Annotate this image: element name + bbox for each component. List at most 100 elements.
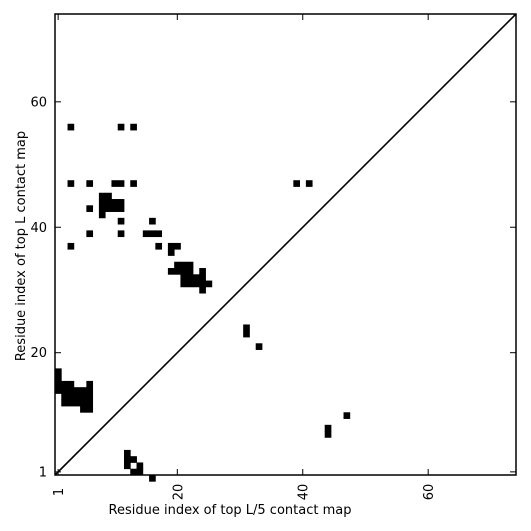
contact-cell <box>55 368 62 376</box>
contact-cell <box>67 387 75 394</box>
contact-cell <box>55 380 62 388</box>
contact-cell <box>343 412 351 419</box>
contact-cell <box>174 261 181 269</box>
contact-cell <box>149 475 156 482</box>
x-tick-label: 40 <box>297 484 312 501</box>
contact-cell <box>199 286 206 294</box>
y-tick-label: 1 <box>39 465 47 480</box>
contact-cell <box>123 449 131 457</box>
contact-cell <box>130 123 137 131</box>
contact-cell <box>180 261 188 269</box>
contact-cell <box>73 393 81 401</box>
contact-cell <box>167 249 175 256</box>
contact-cell <box>180 268 188 275</box>
contact-cell <box>67 393 75 401</box>
contact-cell <box>98 192 106 200</box>
contact-cell <box>61 387 68 394</box>
contact-cell <box>117 217 125 225</box>
contact-cell <box>186 268 194 275</box>
contact-cell <box>199 274 206 281</box>
x-tick-label: 60 <box>422 484 437 501</box>
contact-cell <box>174 268 181 275</box>
contact-cell <box>155 230 163 238</box>
contact-cell <box>186 274 194 281</box>
contact-cell <box>192 274 200 281</box>
contact-cell <box>67 180 75 187</box>
contact-cell <box>199 280 206 288</box>
y-tick-label: 20 <box>30 346 47 361</box>
diagonal-line <box>54 13 517 476</box>
x-tick-label: 1 <box>52 488 67 496</box>
contact-cell <box>243 330 250 338</box>
contact-cell <box>149 230 156 238</box>
contact-cell <box>98 205 106 212</box>
contact-cell <box>205 280 213 288</box>
x-tick-label: 20 <box>171 484 186 501</box>
contact-cell <box>180 280 188 288</box>
contact-cell <box>105 205 112 212</box>
contact-cell <box>86 230 94 238</box>
contact-cell <box>243 324 250 332</box>
contact-cell <box>130 180 137 187</box>
contact-cells <box>55 123 351 482</box>
contact-cell <box>142 230 150 238</box>
contact-cell <box>105 192 112 200</box>
contact-cell <box>117 230 125 238</box>
contact-cell <box>167 242 175 250</box>
contact-cell <box>55 387 62 394</box>
contact-cell <box>86 406 94 413</box>
contact-cell <box>255 343 263 350</box>
contact-cell <box>86 380 94 388</box>
contact-cell <box>186 261 194 269</box>
contact-cell <box>130 468 137 476</box>
contact-cell <box>86 205 94 212</box>
contact-cell <box>324 424 332 432</box>
contact-cell <box>186 280 194 288</box>
contact-cell <box>98 199 106 206</box>
contact-cell <box>111 199 119 206</box>
contact-cell <box>67 399 75 407</box>
x-axis-label: Residue index of top L/5 contact map <box>109 503 352 518</box>
plot-frame <box>54 13 517 476</box>
contact-cell <box>80 387 87 394</box>
contact-cell <box>67 242 75 250</box>
contact-cell <box>155 242 163 250</box>
contact-cell <box>80 406 87 413</box>
contact-cell <box>98 211 106 219</box>
contact-cell <box>130 456 137 463</box>
contact-cell <box>117 199 125 206</box>
contact-cell <box>180 274 188 281</box>
contact-cell <box>67 380 75 388</box>
contact-cell <box>86 393 94 401</box>
contact-cell <box>136 462 144 470</box>
contact-cell <box>80 393 87 401</box>
y-tick-label: 40 <box>30 221 47 236</box>
contact-cell <box>86 399 94 407</box>
contact-cell <box>117 123 125 131</box>
contact-cell <box>293 180 301 187</box>
contact-cell <box>61 380 68 388</box>
contact-cell <box>117 205 125 212</box>
contact-cell <box>123 462 131 470</box>
contact-cell <box>61 393 68 401</box>
contact-cell <box>174 242 181 250</box>
contact-cell <box>117 180 125 187</box>
contact-cell <box>111 205 119 212</box>
contact-cell <box>73 399 81 407</box>
contact-cell <box>111 180 119 187</box>
contact-cell <box>80 399 87 407</box>
contact-cell <box>55 374 62 382</box>
contact-cell <box>192 280 200 288</box>
contact-cell <box>167 268 175 275</box>
contact-cell <box>61 399 68 407</box>
axis-ticks: 1 20 40 60 1 20 40 60 <box>30 14 516 500</box>
contact-cell <box>105 199 112 206</box>
y-axis-label: Residue index of top L contact map <box>14 131 29 361</box>
y-tick-label: 60 <box>30 95 47 110</box>
contact-cell <box>324 431 332 438</box>
contact-cell <box>73 387 81 394</box>
contact-cell <box>199 268 206 275</box>
contact-cell <box>136 468 144 476</box>
contact-cell <box>86 387 94 394</box>
